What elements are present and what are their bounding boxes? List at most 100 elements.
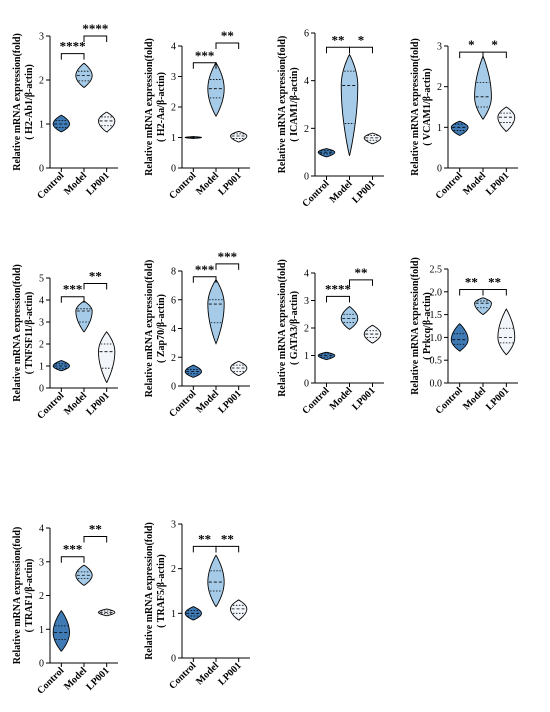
y-tick-label: 2 [304,124,309,135]
y-axis-label: Relative mRNA expression(fold) [410,257,421,395]
y-axis-label: Relative mRNA expression(fold) [410,38,421,176]
violin-model [207,61,225,118]
significance-label: **** [82,21,108,36]
x-tick-label: LP001 [216,660,243,687]
y-tick-label: 1.0 [430,333,443,344]
violin-lp001 [497,106,516,132]
significance-bracket [215,263,240,270]
y-tick-label: 1 [304,351,309,362]
significance-label: **** [60,39,86,54]
y-tick-label: 3 [39,318,44,329]
violin-model [474,297,492,316]
y-tick-label: 2 [304,324,309,335]
x-tick-label: Model [461,170,488,197]
y-tick-label: 0.5 [430,356,443,367]
violin-model [207,554,225,608]
y-tick-label: 8 [171,267,176,278]
x-tick-label: Control [35,390,66,421]
y-axis-label: ( ICAM1/β-actin) [289,67,300,141]
y-tick-label: 4 [39,524,44,535]
x-tick-label: Model [62,170,89,197]
y-tick-label: 1 [437,123,442,134]
violin-lp001 [230,599,248,621]
significance-label: *** [195,262,215,277]
significance-label: ** [355,265,368,280]
y-tick-label: 3 [304,296,309,307]
y-tick-label: 3 [39,557,44,568]
x-tick-label: Model [328,178,355,205]
violin-lp001 [363,132,382,145]
y-tick-label: 4 [304,76,309,87]
x-tick-label: Model [461,385,488,412]
violin-lp001 [230,360,248,377]
x-tick-label: Control [434,385,465,416]
y-tick-label: 2 [39,591,44,602]
significance-label: ** [332,32,345,47]
y-tick-label: 3 [39,32,44,43]
y-axis-label: Relative mRNA expression(fold) [277,36,288,174]
significance-label: ** [198,531,211,546]
violin-lp001 [230,130,248,143]
y-tick-label: 0 [304,172,309,183]
significance-bracket [60,556,85,563]
significance-bracket [215,545,240,553]
y-tick-label: 1 [171,133,176,144]
y-axis-label: ( H2-Aa/β-actin) [156,72,167,142]
significance-bracket [482,289,507,296]
y-tick-label: 3 [437,42,442,53]
y-axis-label: ( GATA3/β-actin) [289,291,300,365]
x-tick-label: Control [167,388,198,419]
y-tick-label: 6 [171,295,176,306]
y-tick-label: 0 [39,164,44,175]
significance-bracket [83,535,108,543]
significance-label: * [358,32,365,47]
y-tick-label: 0 [171,382,176,393]
significance-label: * [468,37,475,52]
significance-label: ** [488,275,501,290]
significance-bracket [459,289,484,296]
x-tick-label: Control [300,385,331,416]
y-tick-label: 2 [171,353,176,364]
x-tick-label: LP001 [484,385,511,412]
x-tick-label: Control [434,170,465,201]
y-axis-label: Relative mRNA expression(fold) [277,259,288,397]
y-axis-label: Relative mRNA expression(fold) [12,264,23,402]
violin-control [317,148,336,158]
significance-bracket [326,295,350,303]
y-axis-label: ( Zap70/β-actin) [156,294,167,363]
significance-bracket [60,296,85,303]
x-tick-label: Model [62,665,89,692]
y-axis-label: ( TNFSF11/β-actin) [24,292,35,375]
y-axis-label: ( VCAM1/β-actin) [422,68,433,146]
y-tick-label: 2.5 [430,265,443,276]
x-tick-label: LP001 [84,170,111,197]
y-tick-label: 2 [39,76,44,87]
y-tick-label: 2 [437,82,442,93]
significance-label: ** [221,531,234,546]
y-tick-label: 3 [171,520,176,531]
x-tick-label: LP001 [216,388,243,415]
x-tick-label: LP001 [84,665,111,692]
y-tick-label: 2.0 [430,287,443,298]
significance-bracket [459,51,484,59]
significance-bracket [349,279,373,286]
x-tick-label: Control [300,178,331,209]
y-tick-label: 3 [171,72,176,83]
x-tick-label: LP001 [350,178,377,205]
y-tick-label: 4 [171,324,176,335]
y-tick-label: 1.5 [430,310,443,321]
y-axis-label: ( H2-Ab1/β-actin) [24,64,35,140]
y-tick-label: 0 [39,384,44,395]
significance-label: ** [89,269,102,284]
x-tick-label: LP001 [484,170,511,197]
y-tick-label: 1 [39,120,44,131]
significance-bracket [482,51,507,59]
y-tick-label: 0 [171,164,176,175]
significance-bracket [83,283,108,290]
